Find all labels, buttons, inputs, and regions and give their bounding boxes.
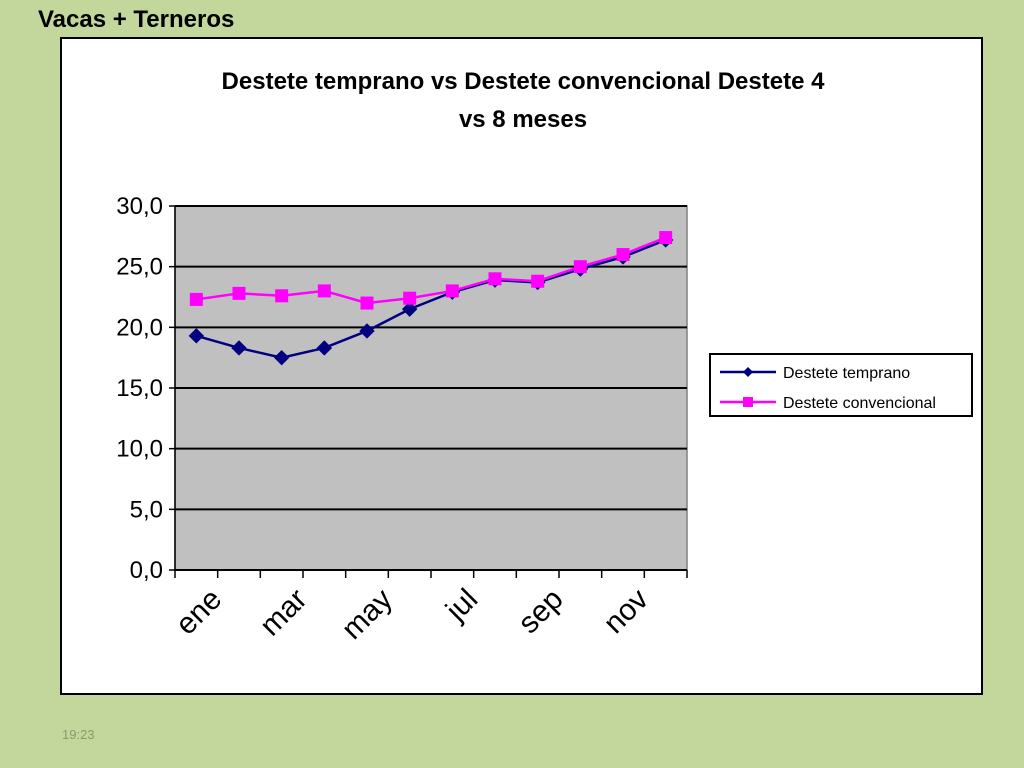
data-point-convencional xyxy=(445,284,459,298)
data-point-convencional xyxy=(573,260,587,274)
data-point-temprano xyxy=(231,340,247,356)
legend-box xyxy=(709,353,973,417)
data-point-convencional xyxy=(488,272,502,286)
data-point-convencional xyxy=(275,289,289,303)
data-point-convencional xyxy=(616,248,630,262)
y-tick-label: 30,0 xyxy=(116,193,163,220)
slide-timestamp: 19:23 xyxy=(62,727,95,742)
x-tick-label: may xyxy=(336,583,399,646)
line-chart: Destete temprano vs Destete convencional… xyxy=(116,68,973,646)
data-point-convencional xyxy=(659,231,673,245)
x-tick-label: sep xyxy=(512,583,570,641)
legend-marker-diamond xyxy=(743,367,753,377)
x-tick-label: jul xyxy=(439,583,484,628)
slide-title: Vacas + Terneros xyxy=(38,6,235,33)
chart-frame: Destete temprano vs Destete convencional… xyxy=(60,37,983,695)
data-point-convencional xyxy=(531,274,545,288)
legend-label: Destete temprano xyxy=(783,365,910,382)
y-tick-label: 0,0 xyxy=(130,557,163,584)
y-tick-label: 15,0 xyxy=(116,375,163,402)
data-point-temprano xyxy=(316,340,333,356)
plot-area: 0,0 5,0 10,0 15,0 20,0 25,0 30,0 ene mar may jul se… xyxy=(116,193,688,646)
chart-title-line-2: vs 8 meses xyxy=(459,106,587,133)
legend: Destete temprano Destete convencional xyxy=(709,353,973,417)
data-point-convencional xyxy=(189,292,203,306)
data-point-convencional xyxy=(360,296,374,310)
legend-marker-square xyxy=(743,397,753,407)
series-line-convencional xyxy=(196,236,667,305)
x-tick-label: nov xyxy=(597,583,655,641)
data-point-temprano xyxy=(188,328,205,344)
x-tick-label: ene xyxy=(170,583,229,642)
data-point-convencional xyxy=(232,286,246,300)
y-tick-label: 20,0 xyxy=(116,314,163,341)
data-point-convencional xyxy=(317,284,331,298)
data-point-temprano xyxy=(359,323,375,339)
y-tick-label: 5,0 xyxy=(130,496,163,523)
data-point-temprano xyxy=(401,301,418,317)
y-tick-label: 25,0 xyxy=(116,254,163,281)
data-point-convencional xyxy=(403,291,417,305)
y-tick-label: 10,0 xyxy=(116,436,163,463)
chart-title-line-1: Destete temprano vs Destete convencional… xyxy=(222,68,826,95)
data-point-temprano xyxy=(273,349,290,366)
legend-label: Destete convencional xyxy=(783,395,936,412)
x-tick-label: mar xyxy=(254,583,314,643)
series-line-temprano xyxy=(195,238,667,359)
